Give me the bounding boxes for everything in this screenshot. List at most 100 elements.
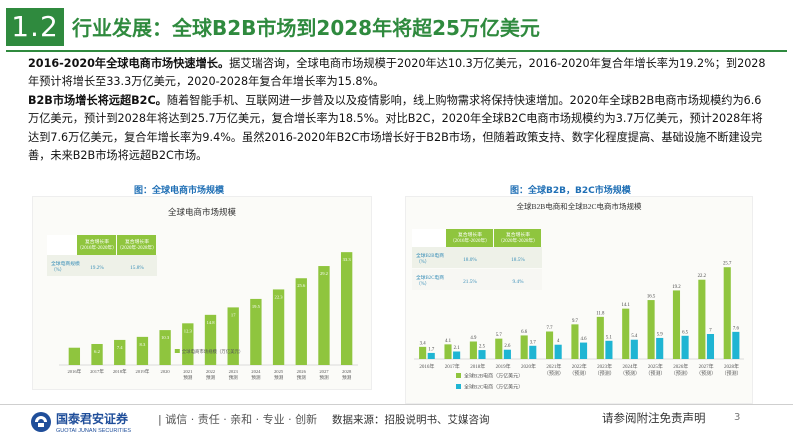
x-tick-sublabel: （预测） [671, 370, 691, 377]
legend-swatch [456, 373, 461, 378]
b2b-bar [723, 267, 731, 359]
chart-title: 全球B2B电商和全球B2C电商市场规模 [516, 201, 642, 211]
paragraph-2: B2B市场增长将远超B2C。随着智能手机、互联网进一步普及以及疫情影响，线上购物… [28, 93, 763, 163]
x-tick-label: 2016年 [67, 368, 81, 375]
legend-label: 全球B2B电商（万亿美元） [464, 373, 523, 380]
bar [295, 278, 307, 365]
b2c-value-label: 1.7 [428, 347, 435, 352]
bar [227, 307, 239, 365]
b2b-bar [622, 308, 630, 359]
legend-label: 全球B2C电商（万亿美元） [464, 384, 523, 391]
body-text: 2016-2020年全球电商市场快速增长。据艾瑞咨询，全球电商市场规模于2020… [28, 55, 768, 165]
x-tick-label: 2025年 [648, 363, 663, 370]
b2b-value-label: 4.1 [445, 339, 452, 344]
x-tick-label: 2024年 [623, 363, 638, 370]
x-tick-label: 2026年 [673, 363, 688, 370]
b2b-value-label: 5.7 [496, 333, 503, 338]
x-tick-label: 2019年 [496, 363, 511, 370]
disclaimer-link[interactable]: 请参阅附注免责声明 [602, 411, 706, 425]
x-tick-label: 2020 [161, 369, 171, 374]
b2c-value-label: 2.6 [504, 344, 511, 349]
x-tick-sublabel: （预测） [645, 370, 665, 377]
x-tick-sublabel: 预测 [274, 374, 284, 381]
x-tick-sublabel: （预测） [620, 370, 640, 377]
b2c-bar [656, 337, 664, 359]
left-chart-panel: 全球电商市场规模 复合增长率 （2016年-2020年） 复合增长率 （2020年-20… [32, 196, 372, 390]
b2b-bar [520, 335, 528, 359]
right-cagr-table-header-text: （2016年-2020年） [450, 237, 490, 244]
x-tick-label: 2019年 [136, 368, 150, 375]
b2c-bar [478, 350, 486, 359]
b2c-bar [630, 339, 638, 359]
b2b-value-label: 9.7 [572, 319, 579, 324]
right-cagr-table-value: 9.4% [512, 279, 524, 285]
bar-value-label: 22.3 [275, 294, 284, 299]
bar-value-label: 6.2 [94, 349, 100, 354]
b2c-value-label: 3.7 [530, 340, 537, 345]
right-cagr-table-row [412, 269, 542, 290]
bar [91, 343, 103, 365]
right-cagr-table-value: 21.5% [463, 279, 477, 285]
left-cagr-table-value: 19.2% [90, 265, 104, 271]
x-tick-sublabel: （预测） [544, 370, 564, 377]
x-tick-label: 2022年 [572, 363, 587, 370]
footer-slogan: | 诚信 · 责任 · 亲和 · 专业 · 创新 [158, 413, 318, 426]
b2b-value-label: 19.2 [672, 285, 681, 290]
bar-value-label: 14.8 [206, 320, 215, 325]
b2b-bar [596, 316, 604, 359]
right-cagr-table-row-label: （%） [416, 259, 430, 265]
left-cagr-table-value: 15.8% [130, 265, 144, 271]
right-chart-caption: 图：全球B2B，B2C市场规模 [510, 186, 631, 196]
x-tick-label: 2025 [274, 369, 284, 374]
x-tick-label: 2017年 [90, 368, 104, 375]
b2c-bar [529, 345, 537, 359]
bar-value-label: 25.6 [297, 283, 306, 288]
right-cagr-table-header-text: 复合增长率 [458, 231, 482, 238]
bar [318, 266, 330, 365]
b2b-bar [571, 324, 579, 359]
bar-value-label: 33.3 [343, 257, 352, 262]
right-cagr-table-header-text: 复合增长率 [506, 231, 530, 238]
legend-label: 全球电商市场规模（万亿美元） [182, 348, 243, 355]
bar [182, 323, 194, 365]
b2c-value-label: 2.1 [454, 346, 461, 351]
x-tick-label: 2026 [297, 369, 307, 374]
bar [159, 330, 171, 365]
x-tick-label: 2020年 [521, 363, 536, 370]
b2b-bar [672, 290, 681, 359]
b2c-bar [605, 340, 613, 359]
company-logo: 国泰君安证券 GUOTAI JUNAN SECURITIES [30, 410, 152, 438]
bar-value-label: 7.4 [117, 345, 123, 350]
bar-value-label: 12.3 [184, 328, 193, 333]
b2c-value-label: 7.6 [733, 326, 740, 331]
legend-swatch [174, 349, 180, 353]
left-cagr-table-row-label: （%） [51, 267, 65, 273]
logo-en-text: GUOTAI JUNAN SECURITIES [56, 428, 131, 434]
b2b-value-label: 4.9 [470, 336, 477, 341]
b2c-bar [453, 351, 461, 359]
paragraph-1: 2016-2020年全球电商市场快速增长。据艾瑞咨询，全球电商市场规模于2020… [28, 57, 766, 89]
right-cagr-table-header-text: （2020年-2028年） [498, 237, 538, 244]
x-tick-label: 2017年 [445, 363, 460, 370]
b2c-value-label: 4 [557, 339, 560, 344]
b2c-value-label: 4.6 [581, 337, 588, 342]
b2c-bar [732, 331, 740, 359]
bar [204, 314, 217, 365]
b2b-bar [647, 300, 655, 359]
x-tick-sublabel: （预测） [722, 370, 742, 377]
left-cagr-table-corner [47, 235, 77, 255]
page-title: 行业发展：全球B2B市场到2028年将超25万亿美元 [72, 16, 540, 40]
x-tick-label: 2027 [319, 369, 329, 374]
bar [68, 347, 81, 365]
left-cagr-table-header-text: 复合增长率 [85, 238, 109, 245]
data-source: 数据来源：招股说明书、艾媒咨询 [332, 414, 490, 426]
b2c-value-label: 7 [709, 329, 712, 334]
b2b-bar [698, 279, 706, 359]
bar [136, 336, 149, 365]
legend-swatch [456, 384, 461, 389]
right-cagr-table-row-label: 全球B2B电商 [416, 252, 444, 259]
b2b-value-label: 7.7 [547, 326, 554, 331]
ecommerce-market-chart: 全球电商市场规模复合增长率（2016年-2020年）复合增长率（2020年-20… [47, 207, 358, 381]
logo-mark: 国泰君安证券 GUOTAI JUNAN SECURITIES [31, 411, 131, 434]
x-tick-sublabel: （预测） [569, 370, 589, 377]
